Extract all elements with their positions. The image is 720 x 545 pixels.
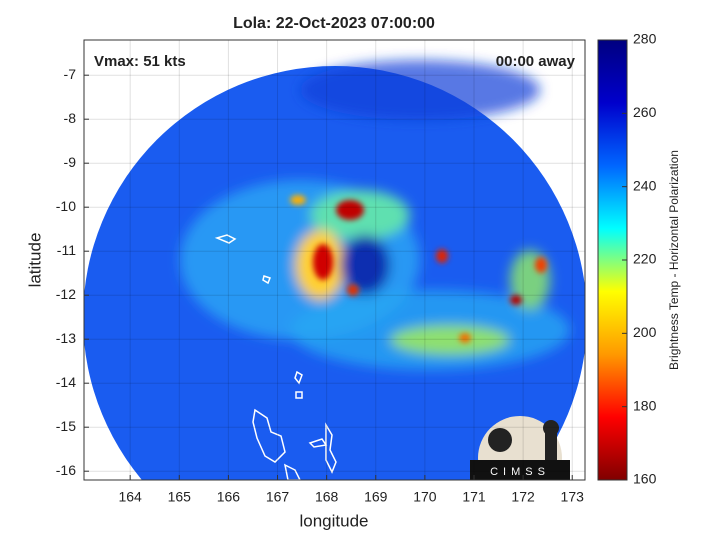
x-tick-label: 170 (413, 489, 437, 505)
y-tick-label: -7 (64, 66, 77, 82)
colorbar-tick-label: 160 (633, 471, 657, 487)
x-tick-label: 169 (364, 489, 388, 505)
plot-frame (83, 39, 586, 481)
y-tick-label: -16 (56, 462, 76, 478)
annotation: 00:00 away (496, 53, 576, 70)
colorbar-tick-label: 280 (633, 31, 657, 47)
satellite-image: CIMSS (84, 60, 585, 480)
x-axis-label: longitude (299, 511, 368, 530)
y-tick-label: -13 (56, 330, 76, 346)
y-tick-label: -10 (56, 198, 76, 214)
colorbar-tick-label: 220 (633, 251, 657, 267)
x-tick-label: 167 (266, 489, 290, 505)
colorbar-tick-label: 240 (633, 177, 657, 193)
x-tick-label: 166 (217, 489, 241, 505)
y-tick-label: -15 (56, 418, 76, 434)
colorbar-label: Brightness Temp - Horizontal Polarizatio… (667, 150, 681, 370)
colorbar-tick-label: 260 (633, 104, 657, 120)
y-tick-label: -9 (64, 154, 77, 170)
axes: 164 165 166 167 168 169 170 171 172 173 -16 -15 -14 -… (56, 40, 585, 505)
x-tick-label: 173 (561, 489, 585, 505)
colorbar-tick-label: 180 (633, 397, 657, 413)
logo: CIMSS (470, 416, 570, 480)
y-tick-label: -8 (64, 110, 77, 126)
chart-title: Lola: 22-Oct-2023 07:00:00 (233, 15, 435, 32)
annotation: Vmax: 51 kts (94, 53, 186, 70)
y-tick-label: -11 (57, 242, 76, 258)
y-tick-label: -14 (56, 374, 76, 390)
x-tick-label: 168 (315, 489, 339, 505)
x-tick-label: 172 (511, 489, 535, 505)
y-axis-label: latitude (25, 233, 44, 288)
x-tick-label: 171 (462, 489, 486, 505)
x-tick-label: 164 (118, 489, 142, 505)
colorbar-tick-label: 200 (633, 324, 657, 340)
y-tick-label: -12 (56, 286, 76, 302)
x-tick-label: 165 (168, 489, 192, 505)
logo-text: CIMSS (490, 466, 550, 478)
